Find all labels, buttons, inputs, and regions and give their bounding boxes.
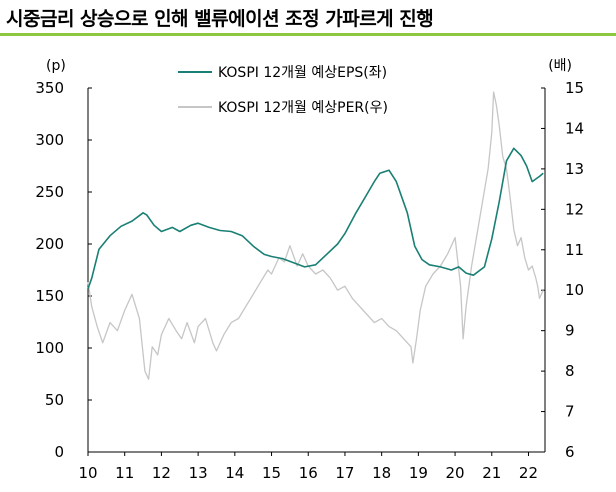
right-tick-label: 6 bbox=[565, 443, 575, 461]
x-tick-label: 18 bbox=[372, 464, 391, 482]
right-tick-label: 9 bbox=[565, 322, 575, 340]
x-tick-label: 16 bbox=[299, 464, 318, 482]
left-axis-unit-label: (p) bbox=[46, 58, 66, 74]
legend-label-per: KOSPI 12개월 예상PER(우) bbox=[218, 100, 388, 116]
left-tick-label: 200 bbox=[35, 235, 64, 253]
x-tick-label: 13 bbox=[189, 464, 208, 482]
x-tick-label: 11 bbox=[115, 464, 134, 482]
right-tick-label: 10 bbox=[565, 281, 584, 299]
right-tick-label: 7 bbox=[565, 403, 575, 421]
x-tick-label: 10 bbox=[78, 464, 97, 482]
series-lines bbox=[87, 91, 544, 380]
per-series-line bbox=[87, 91, 544, 380]
x-tick-label: 21 bbox=[482, 464, 501, 482]
x-tick-label: 17 bbox=[335, 464, 354, 482]
x-tick-label: 15 bbox=[262, 464, 281, 482]
x-tick-label: 22 bbox=[519, 464, 538, 482]
right-tick-label: 15 bbox=[565, 79, 584, 97]
right-tick-label: 14 bbox=[565, 119, 584, 137]
right-axis-unit-label: (배) bbox=[548, 58, 572, 74]
x-tick-label: 20 bbox=[446, 464, 465, 482]
title-underline bbox=[0, 33, 616, 36]
x-tick-label: 14 bbox=[225, 464, 244, 482]
right-tick-label: 8 bbox=[565, 362, 575, 380]
page-title: 시중금리 상승으로 인해 밸류에이션 조정 가파르게 진행 bbox=[6, 8, 434, 30]
left-tick-label: 50 bbox=[45, 391, 64, 409]
left-tick-label: 300 bbox=[35, 131, 64, 149]
legend: KOSPI 12개월 예상EPS(좌) KOSPI 12개월 예상PER(우) bbox=[178, 65, 388, 116]
right-tick-label: 13 bbox=[565, 160, 584, 178]
left-tick-label: 350 bbox=[35, 79, 64, 97]
left-tick-label: 150 bbox=[35, 287, 64, 305]
legend-label-eps: KOSPI 12개월 예상EPS(좌) bbox=[218, 65, 387, 81]
left-tick-label: 0 bbox=[54, 443, 64, 461]
right-tick-label: 12 bbox=[565, 200, 584, 218]
right-tick-label: 11 bbox=[565, 241, 584, 259]
left-tick-label: 250 bbox=[35, 183, 64, 201]
tick-labels: 0 50 100 150 200 250 300 350 6 7 8 9 10 11 12 13 14 15 10 1… bbox=[35, 79, 584, 482]
left-tick-label: 100 bbox=[35, 339, 64, 357]
x-tick-label: 19 bbox=[409, 464, 428, 482]
axes bbox=[87, 88, 546, 453]
x-tick-label: 12 bbox=[152, 464, 171, 482]
eps-series-line bbox=[87, 147, 544, 289]
